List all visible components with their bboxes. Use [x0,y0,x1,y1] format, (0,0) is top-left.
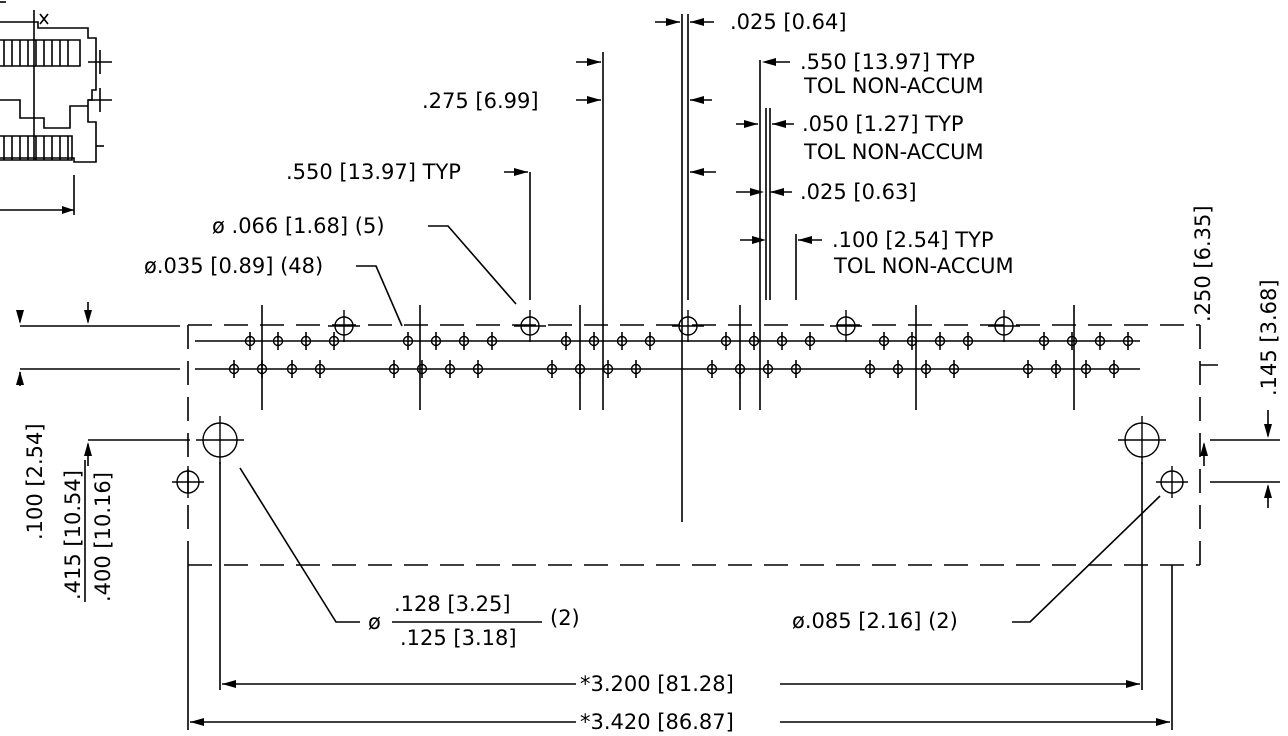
dim-050-typ: .050 [1.27] TYP [802,112,964,136]
dia-035-holes: ø.035 [0.89] (48) [144,254,323,278]
dim-550-typ-left: .550 [13.97] TYP [286,160,461,184]
dim-100-254-rotated: .100 [2.54] [23,423,47,540]
pin-rows [195,332,1140,378]
port-tick-lines [261,300,1075,522]
tol-non-accum-1: TOL NON-ACCUM [803,74,984,98]
qty-mount-holes: (2) [550,606,580,630]
dim-025-064: .025 [0.64] [730,10,847,34]
dim-415-rotated: .415 [10.54] [61,470,85,600]
dim-275: .275 [6.99] [422,89,539,113]
dimension-lines [19,14,1280,730]
dim-550-typ-top: .550 [13.97] TYP [800,50,975,74]
port-tick-line [602,300,761,410]
dim-145-rotated: .145 [3.68] [1257,279,1281,396]
board-outline [187,324,1201,566]
dia-085-holes: ø.085 [2.16] (2) [792,609,958,633]
connector-side-view [0,1,112,215]
tol-non-accum-3: TOL NON-ACCUM [833,254,1014,278]
dim-100-typ: .100 [2.54] TYP [832,228,994,252]
dim-3420: *3.420 [86.87] [580,710,734,734]
dia-symbol-128: ø [368,610,381,634]
dim-128: .128 [3.25] [394,592,511,616]
dim-025-063: .025 [0.63] [800,180,917,204]
arrowheads [16,18,1272,726]
dim-3200: *3.200 [81.28] [580,672,734,696]
dim-400-rotated: .400 [10.16] [91,472,115,602]
tol-non-accum-2: TOL NON-ACCUM [803,140,984,164]
dim-125: .125 [3.18] [400,626,517,650]
dia-066-holes: ø .066 [1.68] (5) [212,214,385,238]
dim-250-rotated: .250 [6.35] [1191,205,1215,322]
ground-holes [328,310,1020,342]
mounting-holes [196,416,1166,464]
locating-holes [172,466,1188,498]
